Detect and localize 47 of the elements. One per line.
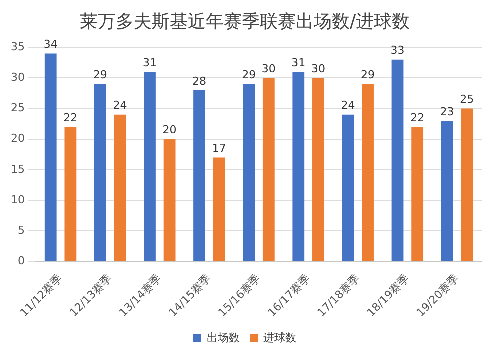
bar [44, 54, 57, 262]
data-label: 22 [64, 111, 78, 124]
y-tick-label: 0 [18, 254, 25, 268]
data-label: 28 [192, 74, 207, 88]
data-label: 20 [162, 124, 177, 137]
y-tick-label: 15 [10, 162, 25, 176]
data-label: 29 [93, 68, 108, 82]
bar [213, 158, 226, 262]
bar [94, 84, 106, 262]
y-tick-label: 20 [10, 132, 25, 146]
chart-title: 莱万多夫斯基近年赛季联赛出场数/进球数 [80, 11, 410, 32]
bar [194, 90, 206, 262]
bar [292, 72, 305, 262]
data-label: 23 [440, 105, 454, 118]
bar [412, 127, 424, 262]
data-label: 17 [212, 142, 226, 156]
y-tick-label: 25 [10, 102, 25, 115]
data-label: 30 [311, 62, 326, 76]
bar [114, 114, 126, 262]
data-label: 33 [390, 44, 405, 58]
bar [262, 78, 275, 262]
data-label: 22 [410, 111, 425, 124]
bar [312, 78, 324, 262]
legend-label: 出场数 [207, 331, 240, 344]
data-label: 25 [460, 93, 474, 106]
data-label: 24 [113, 99, 128, 112]
legend-label: 进球数 [264, 331, 296, 344]
bar [243, 84, 256, 262]
bar [64, 127, 77, 262]
bar [342, 114, 354, 262]
bar [144, 72, 156, 262]
y-tick-label: 30 [10, 71, 25, 84]
y-tick-label: 35 [10, 40, 25, 54]
bar [164, 139, 176, 262]
y-tick-label: 10 [10, 193, 25, 206]
data-label: 29 [242, 68, 256, 82]
bar [392, 60, 404, 262]
data-label: 30 [262, 62, 276, 76]
data-label: 24 [341, 99, 356, 112]
bar [362, 84, 374, 262]
y-tick-label: 5 [18, 224, 25, 237]
data-label: 29 [361, 68, 376, 82]
bar [461, 108, 474, 262]
data-label: 31 [142, 56, 157, 70]
data-label: 34 [44, 38, 58, 52]
data-label: 31 [292, 56, 306, 70]
bar [441, 121, 454, 262]
